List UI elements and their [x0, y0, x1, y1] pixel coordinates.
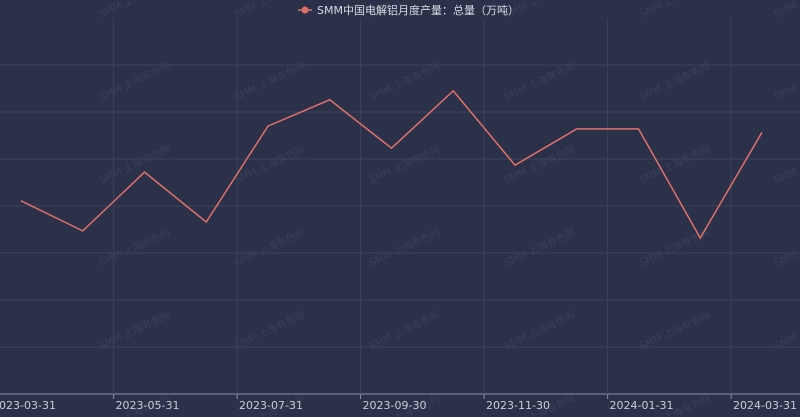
- x-tick-label: 2023-09-30: [363, 399, 427, 412]
- watermark: SMM 上海有色网: [97, 59, 172, 103]
- watermark: SMM 上海有色网: [772, 0, 800, 20]
- x-tick-label: 2024-01-31: [610, 399, 674, 412]
- watermark: SMM 上海有色网: [772, 59, 800, 103]
- watermark: SMM 上海有色网: [367, 142, 442, 186]
- watermark: SMM 上海有色网: [772, 308, 800, 352]
- watermark: SMM 上海有色网: [232, 0, 307, 20]
- watermark: SMM 上海有色网: [232, 225, 307, 269]
- watermark: SMM 上海有色网: [637, 0, 712, 20]
- watermark: SMM 上海有色网: [502, 308, 577, 352]
- watermark: SMM 上海有色网: [97, 0, 172, 20]
- x-tick-label: 2023-11-30: [486, 399, 550, 412]
- watermark: SMM 上海有色网: [97, 142, 172, 186]
- legend-swatch-dot: [301, 6, 309, 14]
- watermark: SMM 上海有色网: [367, 308, 442, 352]
- x-tick-label: 2023-07-31: [239, 399, 303, 412]
- x-tick-label: 2023-03-31: [0, 399, 56, 412]
- watermark: SMM 上海有色网: [637, 142, 712, 186]
- watermark: SMM 上海有色网: [772, 142, 800, 186]
- x-tick-label: 2024-03-31: [733, 399, 797, 412]
- watermark: SMM 上海有色网: [502, 59, 577, 103]
- watermark: SMM 上海有色网: [637, 308, 712, 352]
- watermark: SMM 上海有色网: [502, 142, 577, 186]
- x-tick-label: 2023-05-31: [116, 399, 180, 412]
- watermark: SMM 上海有色网: [637, 59, 712, 103]
- watermark: SMM 上海有色网: [232, 308, 307, 352]
- watermark: SMM 上海有色网: [367, 225, 442, 269]
- watermark: SMM 上海有色网: [502, 225, 577, 269]
- watermark: SMM 上海有色网: [232, 59, 307, 103]
- legend-label: SMM中国电解铝月度产量：总量（万吨）: [317, 3, 519, 17]
- series-line: [20, 89, 763, 240]
- watermark: SMM 上海有色网: [97, 225, 172, 269]
- watermark: SMM 上海有色网: [97, 308, 172, 352]
- watermark: SMM 上海有色网: [637, 225, 712, 269]
- watermark: SMM 上海有色网: [367, 59, 442, 103]
- watermark: SMM 上海有色网: [772, 225, 800, 269]
